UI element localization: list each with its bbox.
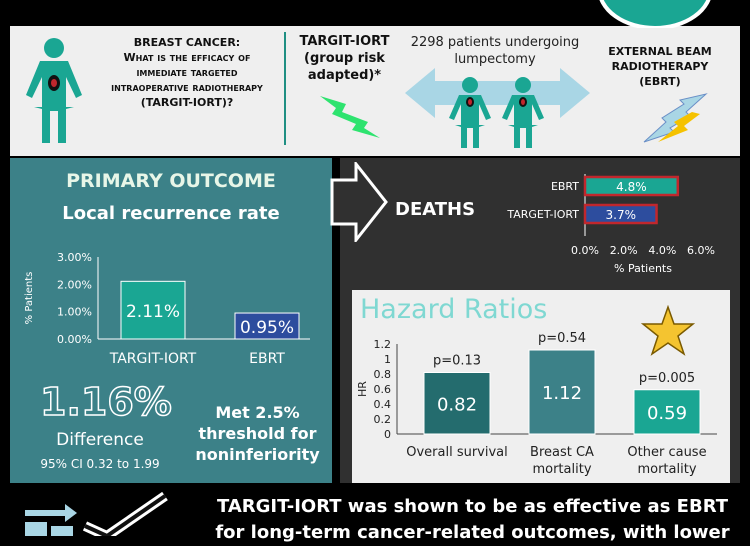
confidence-interval: 95% CI 0.32 to 1.99 bbox=[40, 457, 160, 471]
chart3-category-label: Overall survival bbox=[406, 445, 508, 460]
footer-line-1: TARGIT-IORT was shown to be as effective… bbox=[216, 496, 729, 517]
lightning-bolt-icon bbox=[320, 96, 380, 138]
chart1-ytick-label: 0.00% bbox=[57, 333, 92, 346]
ebrt-lightning-icon bbox=[643, 93, 708, 143]
chart3-ytick-label: 0.8 bbox=[374, 368, 392, 381]
star-icon bbox=[640, 305, 696, 356]
chart3-p-value: p=0.13 bbox=[433, 354, 481, 369]
chart1-bar bbox=[234, 312, 300, 340]
local-recurrence-chart: 0.00% 1.00% 2.00% 3.00% % Patients 2.11% TARGI… bbox=[24, 251, 310, 367]
patients-label: 2298 patients undergoing lumpectomy bbox=[410, 35, 580, 67]
deaths-title: DEATHS bbox=[395, 199, 476, 220]
chart1-category-label: TARGIT-IORT bbox=[109, 351, 197, 367]
chart2-xlabel: % Patients bbox=[614, 262, 672, 275]
hazard-ratios-title: Hazard Ratios bbox=[360, 294, 548, 325]
difference-label: Difference bbox=[56, 430, 144, 450]
chart3-ytick-label: 1.2 bbox=[374, 338, 392, 351]
chart2-xtick-label: 6.0% bbox=[687, 244, 715, 257]
chart2-bar bbox=[583, 175, 680, 197]
chart3-ytick-label: 0.2 bbox=[374, 413, 392, 426]
chart1-ylabel: % Patients bbox=[24, 272, 35, 325]
chart2-data-label: 4.8% bbox=[616, 180, 647, 194]
logo-circle-icon bbox=[599, 0, 711, 28]
ebrt-label: EXTERNAL BEAM RADIOTHERAPY (EBRT) bbox=[608, 45, 712, 88]
chart3-data-label: 0.82 bbox=[437, 394, 477, 415]
chart3-ytick-label: 0 bbox=[384, 428, 391, 441]
chart3-p-value: p=0.005 bbox=[639, 371, 695, 386]
chart3-category-label: Other cause mortality bbox=[627, 445, 706, 477]
chart2-category-label: TARGET-IORT bbox=[506, 208, 579, 221]
chart2-xtick-label: 0.0% bbox=[571, 244, 599, 257]
chart2-data-label: 3.7% bbox=[606, 208, 637, 222]
chart2-category-label: EBRT bbox=[551, 180, 579, 193]
two-patients-arrow-icon bbox=[405, 68, 590, 148]
chart1-ytick-label: 1.00% bbox=[57, 306, 92, 319]
question-text: BREAST CANCER: What is the efficacy of i… bbox=[102, 35, 272, 110]
chart1-data-label: 0.95% bbox=[240, 318, 294, 338]
chart3-ylabel: HR bbox=[356, 381, 369, 397]
chart2-xtick-label: 2.0% bbox=[610, 244, 638, 257]
chart3-ytick-label: 0.6 bbox=[374, 383, 392, 396]
deaths-chart: 4.8% EBRT 3.7% TARGET-IORT 0.0% 2.0% 4.0% 6.0%%… bbox=[506, 174, 715, 275]
chart3-ytick-label: 0.4 bbox=[374, 398, 392, 411]
arrow-right-icon bbox=[330, 162, 388, 242]
noninferiority-text: Met 2.5% threshold for noninferiority bbox=[195, 403, 320, 464]
chart3-category-label: Breast CA mortality bbox=[530, 445, 594, 477]
footer-conclusion: TARGIT-IORT was shown to be as effective… bbox=[200, 494, 745, 546]
hazard-ratios-chart: 0 0.2 0.4 0.6 0.8 1 1.2 HR 0.82 p=0.13 Overall sur… bbox=[356, 331, 717, 477]
chart3-data-label: 1.12 bbox=[542, 383, 582, 404]
primary-outcome-subtitle: Local recurrence rate bbox=[62, 203, 280, 224]
chart3-bar bbox=[423, 372, 491, 435]
header-divider bbox=[284, 32, 286, 145]
chart1-category-label: EBRT bbox=[249, 351, 285, 367]
chart1-bar bbox=[120, 280, 186, 340]
question-title: BREAST CANCER: bbox=[133, 36, 241, 49]
question-body: What is the efficacy of immediate target… bbox=[111, 51, 263, 109]
primary-outcome-title: PRIMARY OUTCOME bbox=[66, 170, 276, 192]
chart3-ytick-label: 1 bbox=[384, 353, 391, 366]
chart3-p-value: p=0.54 bbox=[538, 331, 586, 346]
chart3-bar bbox=[633, 389, 701, 435]
chart2-xtick-label: 4.0% bbox=[648, 244, 676, 257]
chart1-ytick-label: 3.00% bbox=[57, 251, 92, 264]
targit-label: TARGIT-IORT (group risk adapted)* bbox=[299, 34, 390, 83]
chart3-bar bbox=[528, 349, 596, 435]
footer-line-2: for long-term cancer-related outcomes, w… bbox=[215, 522, 730, 543]
checkmark-chart-icon bbox=[25, 491, 168, 536]
chart1-data-label: 2.11% bbox=[126, 302, 180, 322]
header-panel bbox=[10, 26, 740, 156]
chart3-data-label: 0.59 bbox=[647, 403, 687, 424]
difference-value: 1.16% bbox=[39, 379, 172, 425]
chart1-ytick-label: 2.00% bbox=[57, 278, 92, 291]
chart2-bar bbox=[583, 203, 658, 225]
patient-woman-icon bbox=[26, 38, 82, 143]
